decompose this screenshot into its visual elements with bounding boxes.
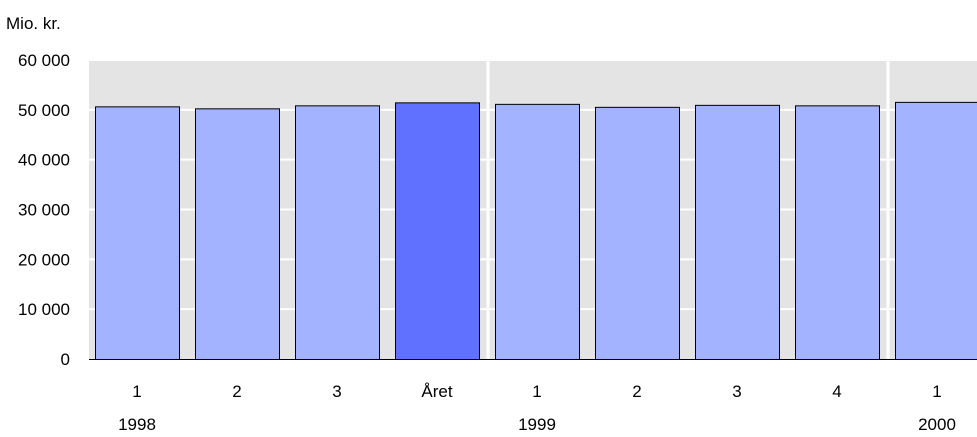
x-tick-label: 2 — [232, 382, 241, 401]
bar — [295, 105, 380, 361]
x-tick-label: Året — [421, 382, 452, 401]
bar — [895, 101, 977, 361]
group-label: 1999 — [518, 415, 556, 434]
y-tick-label: 30 000 — [18, 201, 70, 220]
y-tick-label: 10 000 — [18, 300, 70, 319]
y-tick-label: 20 000 — [18, 250, 70, 269]
y-tick-label: 60 000 — [18, 51, 70, 70]
y-tick-label: 0 — [61, 350, 70, 369]
x-tick-label: 2 — [632, 382, 641, 401]
y-tick-label: 50 000 — [18, 101, 70, 120]
bar — [495, 103, 580, 360]
x-tick-label: 3 — [732, 382, 741, 401]
plot-area: 0 10 000 20 000 30 000 40 000 50 000 60 000 1 2 3… — [18, 51, 977, 434]
bar — [595, 106, 680, 360]
x-tick-label: 1 — [532, 382, 541, 401]
x-tick-label: 1 — [132, 382, 141, 401]
x-tick-label: 3 — [332, 382, 341, 401]
group-label: 1998 — [118, 415, 156, 434]
x-tick-label: 1 — [932, 382, 941, 401]
group-label: 2000 — [918, 415, 956, 434]
y-unit-label: Mio. kr. — [6, 14, 61, 33]
bar — [695, 104, 780, 360]
x-tick-label: 4 — [832, 382, 841, 401]
bar — [795, 105, 880, 361]
bar-highlight — [395, 102, 480, 360]
bar — [95, 106, 180, 360]
bar — [195, 108, 280, 360]
y-tick-label: 40 000 — [18, 151, 70, 170]
